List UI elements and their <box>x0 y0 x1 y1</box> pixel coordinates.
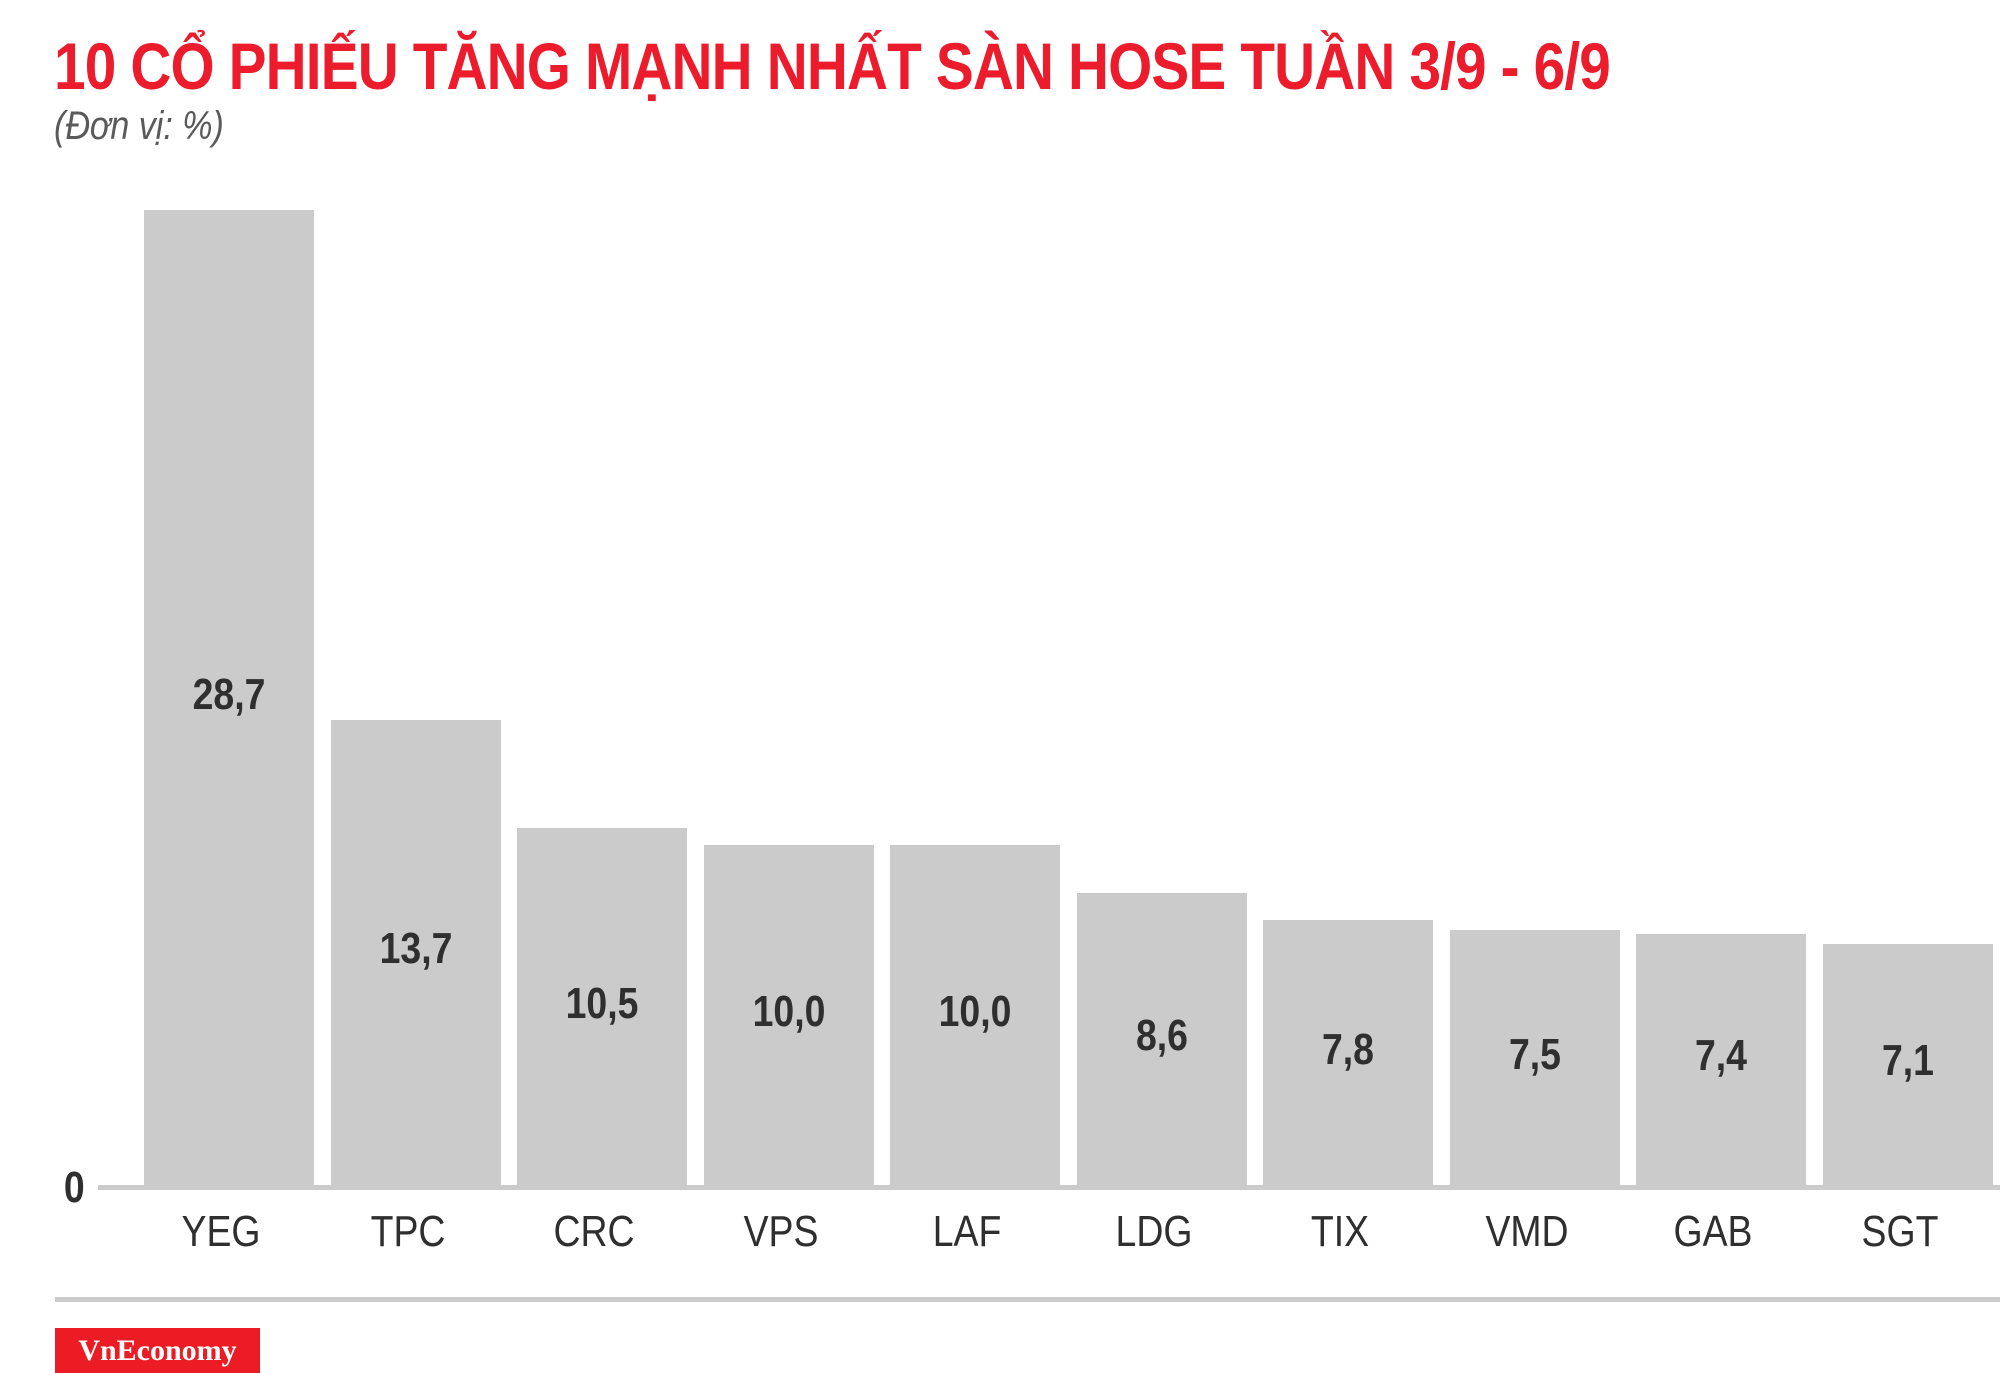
chart-title: 10 CỔ PHIẾU TĂNG MẠNH NHẤT SÀN HOSE TUẦN… <box>54 29 1611 103</box>
category-label: CRC <box>553 1207 635 1256</box>
bar-vps: 10,0 <box>703 845 874 1185</box>
x-axis-line <box>98 1185 2000 1190</box>
bar-gab: 7,4 <box>1636 933 1806 1185</box>
bar-value-label: 10,0 <box>752 987 825 1037</box>
bar-value-label: 28,7 <box>192 669 266 719</box>
brand-logo: VnEconomy <box>55 1328 260 1373</box>
category-label: GAB <box>1673 1207 1753 1256</box>
bar-crc: 10,5 <box>517 828 687 1185</box>
bar-value-label: 7,5 <box>1508 1029 1561 1079</box>
y-axis-zero-label: 0 <box>63 1163 85 1212</box>
bar-tpc: 13,7 <box>330 719 501 1185</box>
category-label: TIX <box>1310 1207 1370 1256</box>
category-label: TPC <box>370 1207 445 1256</box>
bar-tix: 7,8 <box>1263 920 1433 1185</box>
unit-subtitle: (Đơn vị: %) <box>54 104 224 148</box>
bar-ldg: 8,6 <box>1076 892 1247 1185</box>
category-label: LDG <box>1115 1207 1192 1256</box>
bar-value-label: 13,7 <box>379 924 452 974</box>
category-label: YEG <box>181 1207 261 1256</box>
bar-chart: 0 28,7 YEG 13,7 TPC 10,5 CRC 10,0 VPS 10,0 LAF 8,6… <box>63 210 2000 1256</box>
category-label: LAF <box>932 1207 1002 1256</box>
category-label: VMD <box>1484 1207 1569 1256</box>
footer-divider <box>55 1297 2000 1302</box>
bar-value-label: 7,1 <box>1881 1036 1934 1086</box>
bar-value-label: 10,5 <box>565 978 639 1028</box>
category-label: SGT <box>1861 1207 1938 1256</box>
bar-laf: 10,0 <box>890 845 1060 1185</box>
bar-value-label: 10,0 <box>938 987 1012 1037</box>
bar-vmd: 7,5 <box>1449 930 1620 1185</box>
bar-sgt: 7,1 <box>1822 943 1993 1185</box>
bar-value-label: 7,8 <box>1321 1024 1374 1074</box>
category-label: VPS <box>743 1207 818 1256</box>
bar-yeg: 28,7 <box>144 210 314 1185</box>
bar-value-label: 7,4 <box>1694 1031 1747 1081</box>
bar-value-label: 8,6 <box>1135 1010 1188 1060</box>
